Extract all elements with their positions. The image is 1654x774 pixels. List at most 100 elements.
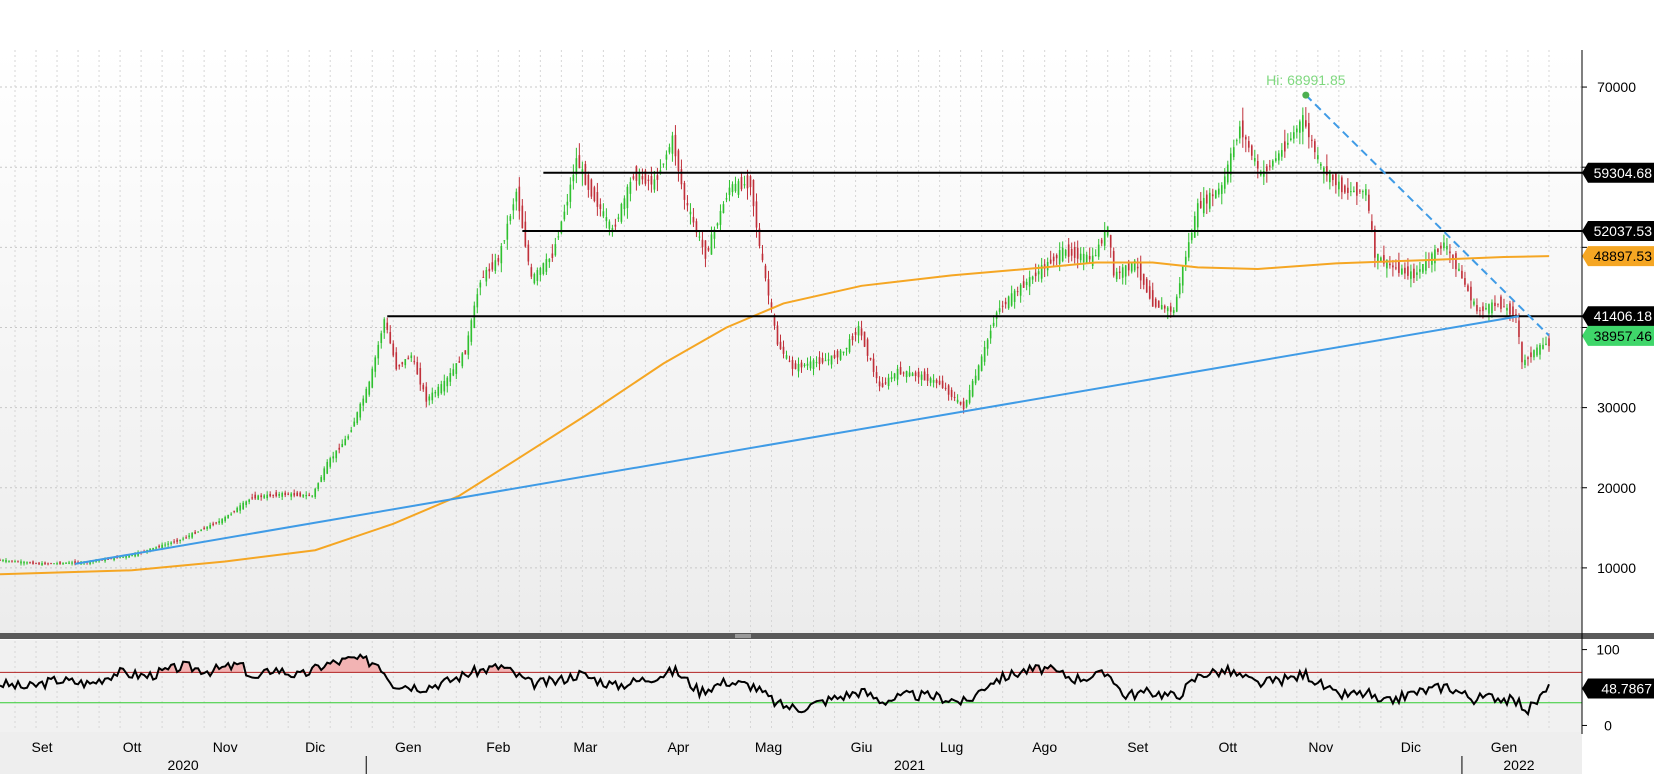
candle-body — [905, 371, 908, 378]
candle-body — [374, 357, 377, 372]
candle-body — [173, 541, 175, 543]
candle-body — [1172, 310, 1175, 313]
candle-body — [998, 308, 1001, 312]
candle-body — [1055, 255, 1058, 259]
candle-body — [884, 382, 887, 384]
high-marker — [1302, 91, 1310, 99]
candle-body — [98, 560, 100, 562]
candle-body — [1344, 185, 1346, 193]
candle-body — [449, 373, 452, 382]
candle-body — [206, 526, 208, 529]
candle-body — [560, 221, 563, 234]
level-tag-bg — [1582, 162, 1654, 183]
x-month-label: Set — [32, 739, 53, 755]
candle-body — [251, 497, 253, 499]
candle-body — [44, 562, 46, 565]
candle-body — [491, 262, 494, 270]
candle-body — [989, 330, 992, 339]
candle-body — [578, 155, 581, 169]
candle-body — [464, 350, 467, 355]
candle-body — [332, 456, 335, 459]
candle-body — [623, 198, 626, 210]
candle-body — [869, 357, 872, 360]
candle-body — [1296, 128, 1298, 133]
x-month-label: Gen — [1491, 739, 1517, 755]
candle-body — [500, 246, 503, 264]
candle-body — [11, 560, 13, 562]
candle-body — [1374, 229, 1376, 258]
candle-body — [1247, 141, 1250, 148]
candle-body — [395, 352, 398, 370]
candle-body — [1061, 247, 1064, 262]
candle-body — [1091, 255, 1094, 266]
candle-body — [1464, 278, 1466, 285]
candle-body — [1136, 266, 1139, 269]
last-value-tag: 48897.53 — [1594, 248, 1653, 264]
candle-body — [1434, 249, 1436, 264]
candle-body — [662, 163, 665, 165]
candle-body — [686, 202, 689, 206]
candle-body — [509, 216, 512, 221]
candle-body — [1010, 293, 1013, 306]
candle-body — [269, 493, 271, 497]
candle-body — [1368, 194, 1370, 211]
candle-body — [1004, 301, 1007, 305]
x-month-label: Giu — [851, 739, 873, 755]
candle-body — [944, 387, 947, 389]
candle-body — [239, 505, 241, 511]
candle-body — [479, 282, 482, 288]
candle-body — [308, 494, 311, 496]
candle-body — [236, 507, 238, 513]
candle-body — [1302, 115, 1304, 132]
candle-body — [965, 400, 968, 407]
candle-body — [1088, 256, 1091, 260]
candle-body — [434, 392, 437, 394]
candle-body — [806, 363, 809, 366]
candle-body — [1256, 161, 1259, 169]
x-month-label: Mar — [573, 739, 597, 755]
candle-body — [1293, 132, 1295, 139]
candle-body — [605, 217, 608, 222]
candle-body — [773, 314, 776, 326]
candle-body — [1530, 352, 1532, 358]
candle-body — [293, 493, 296, 496]
candle-body — [416, 362, 419, 375]
pane-resize-handle[interactable] — [735, 634, 751, 638]
candle-body — [590, 179, 593, 197]
candle-body — [830, 355, 833, 365]
rsi-overbought-fill — [489, 664, 514, 673]
candle-body — [1268, 165, 1271, 167]
pane-divider — [0, 633, 1654, 639]
moving-average-line — [0, 255, 1550, 576]
candle-body — [119, 557, 121, 559]
candle-body — [221, 518, 223, 524]
candle-body — [1359, 190, 1361, 192]
candle-body — [683, 182, 686, 200]
candle-body — [815, 362, 818, 364]
candle-body — [941, 380, 944, 389]
candle-body — [749, 176, 752, 188]
candle-body — [1365, 189, 1367, 196]
candle-body — [1335, 173, 1337, 186]
candle-body — [1148, 286, 1151, 299]
candle-body — [284, 492, 287, 496]
candle-body — [1217, 188, 1220, 195]
candle-body — [782, 346, 785, 354]
candle-body — [1154, 298, 1157, 307]
candle-body — [1446, 245, 1448, 250]
candle-body — [947, 385, 950, 395]
candle-body — [803, 364, 806, 367]
candle-body — [191, 533, 193, 538]
candle-body — [581, 169, 584, 174]
last-value-tag-bg — [1582, 246, 1654, 267]
candle-body — [200, 529, 202, 532]
candle-body — [836, 350, 839, 358]
candle-body — [779, 341, 782, 350]
candle-body — [1290, 138, 1292, 141]
candle-body — [281, 493, 284, 497]
candle-body — [257, 495, 259, 500]
candle-body — [287, 493, 290, 495]
candle-body — [1410, 271, 1412, 279]
rsi-last-value-tag: 48.7867 — [1601, 680, 1652, 696]
candle-body — [857, 325, 860, 336]
